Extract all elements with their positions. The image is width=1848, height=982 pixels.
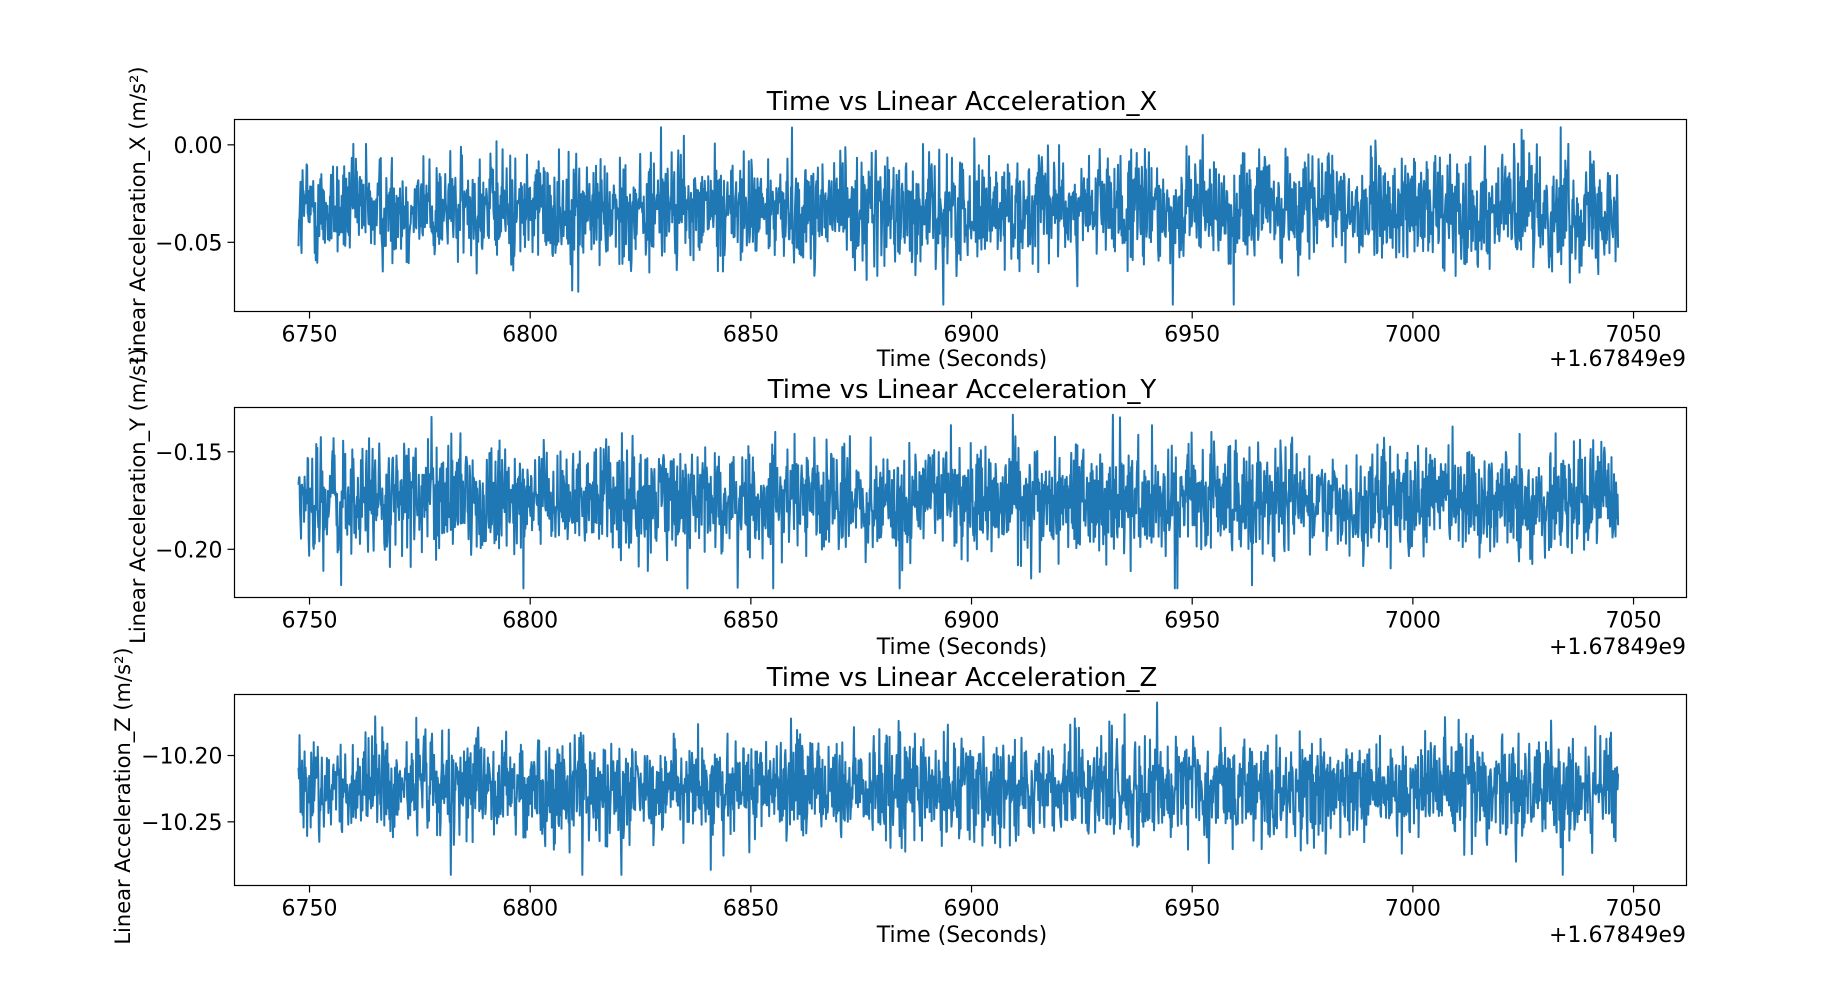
x-axis-ticks: 6750 6800 6850 6900 6950 7000 7050 — [282, 311, 1662, 348]
y-axis-label: Linear Acceleration_Y (m/s²) — [126, 348, 151, 644]
x-tick-label: 6750 — [282, 609, 338, 634]
x-tick-label: 6800 — [502, 609, 558, 634]
chart-title: Time vs Linear Acceleration_Y — [767, 375, 1157, 405]
y-tick-label: −0.20 — [155, 538, 222, 563]
x-axis-offset-label: +1.67849e9 — [1549, 635, 1686, 660]
x-axis-label: Time (Seconds) — [876, 347, 1047, 372]
y-tick-label: −10.20 — [141, 745, 222, 770]
x-axis-offset-label: +1.67849e9 — [1549, 923, 1686, 948]
plot-frame — [233, 118, 1688, 313]
x-tick-label: 6750 — [282, 897, 338, 922]
y-axis-ticks: −0.15 −0.20 — [155, 441, 235, 563]
y-tick-label: −10.25 — [141, 811, 222, 836]
x-axis-ticks: 6750 6800 6850 6900 6950 7000 7050 — [282, 597, 1662, 634]
series-line-group — [297, 413, 1620, 590]
series-line-group — [297, 126, 1620, 306]
x-tick-label: 6950 — [1164, 323, 1220, 348]
x-axis-ticks: 6750 6800 6850 6900 6950 7000 7050 — [282, 885, 1662, 922]
y-tick-label: 0.00 — [174, 134, 223, 159]
x-tick-label: 6950 — [1164, 897, 1220, 922]
x-axis-label: Time (Seconds) — [876, 635, 1047, 660]
x-tick-label: 7000 — [1385, 609, 1441, 634]
subplot-acceleration-y: Time vs Linear Acceleration_Y Linear Acc… — [126, 348, 1688, 660]
x-tick-label: 6900 — [944, 897, 1000, 922]
x-axis-offset-label: +1.67849e9 — [1549, 347, 1686, 372]
x-tick-label: 6950 — [1164, 609, 1220, 634]
y-axis-label: Linear Acceleration_Z (m/s²) — [111, 647, 136, 944]
series-line — [297, 126, 1620, 306]
x-tick-label: 6900 — [944, 323, 1000, 348]
x-tick-label: 6850 — [723, 323, 779, 348]
y-tick-label: −0.15 — [155, 441, 222, 466]
plot-frame — [233, 693, 1688, 887]
chart-title: Time vs Linear Acceleration_Z — [766, 663, 1158, 693]
chart-title: Time vs Linear Acceleration_X — [766, 87, 1158, 117]
x-tick-label: 6750 — [282, 323, 338, 348]
x-tick-label: 7000 — [1385, 323, 1441, 348]
series-line — [297, 413, 1620, 590]
y-axis-label: Linear Acceleration_X (m/s²) — [126, 66, 151, 363]
x-tick-label: 6850 — [723, 897, 779, 922]
series-line-group — [297, 701, 1620, 876]
subplot-acceleration-z: Time vs Linear Acceleration_Z Linear Acc… — [111, 647, 1688, 948]
x-tick-label: 7050 — [1606, 609, 1662, 634]
x-tick-label: 7050 — [1606, 897, 1662, 922]
plot-frame — [233, 406, 1688, 599]
y-axis-ticks: −10.20 −10.25 — [141, 745, 235, 836]
subplot-acceleration-x: Time vs Linear Acceleration_X Linear Acc… — [126, 66, 1688, 372]
x-tick-label: 7050 — [1606, 323, 1662, 348]
x-tick-label: 6800 — [502, 323, 558, 348]
x-tick-label: 6850 — [723, 609, 779, 634]
series-line — [297, 701, 1620, 876]
y-axis-ticks: 0.00 −0.05 — [155, 134, 235, 256]
x-tick-label: 7000 — [1385, 897, 1441, 922]
x-tick-label: 6900 — [944, 609, 1000, 634]
x-tick-label: 6800 — [502, 897, 558, 922]
y-tick-label: −0.05 — [155, 231, 222, 256]
x-axis-label: Time (Seconds) — [876, 923, 1047, 948]
